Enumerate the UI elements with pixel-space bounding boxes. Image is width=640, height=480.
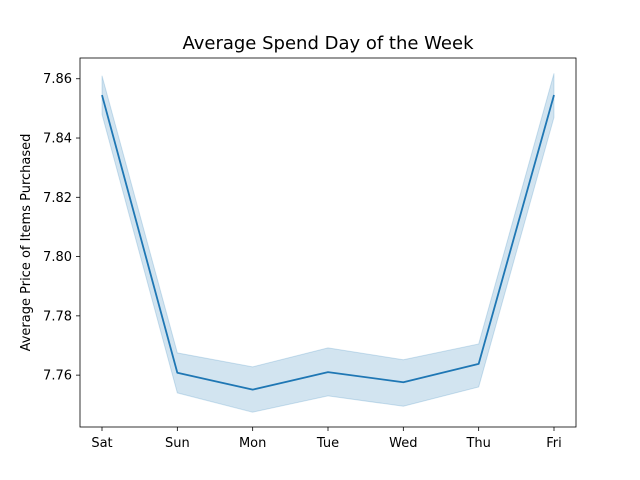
y-axis-label: Average Price of Items Purchased xyxy=(19,134,34,352)
axes: Sat Sun Mon Tue Wed Thu Fri 7.76 7.78 7.80 7.82 7.8… xyxy=(43,57,577,451)
chart-title: Average Spend Day of the Week xyxy=(182,33,474,54)
confidence-band xyxy=(101,73,555,413)
x-tick-label-sun: Sun xyxy=(165,436,190,451)
y-tick-label-4: 7.84 xyxy=(43,132,72,147)
series-line xyxy=(101,94,555,391)
x-tick-label-fri: Fri xyxy=(546,436,562,451)
x-tick-label-mon: Mon xyxy=(239,436,266,451)
x-tick-label-sat: Sat xyxy=(91,436,112,451)
y-tick-label-0: 7.76 xyxy=(43,369,72,384)
y-tick-label-1: 7.78 xyxy=(43,309,72,324)
plot-area xyxy=(101,73,555,413)
y-tick-label-3: 7.82 xyxy=(43,191,72,206)
x-tick-label-tue: Tue xyxy=(316,436,339,451)
y-tick-label-2: 7.80 xyxy=(43,250,72,265)
x-tick-label-thu: Thu xyxy=(465,436,490,451)
x-tick-label-wed: Wed xyxy=(389,436,417,451)
y-tick-label-5: 7.86 xyxy=(43,72,72,87)
